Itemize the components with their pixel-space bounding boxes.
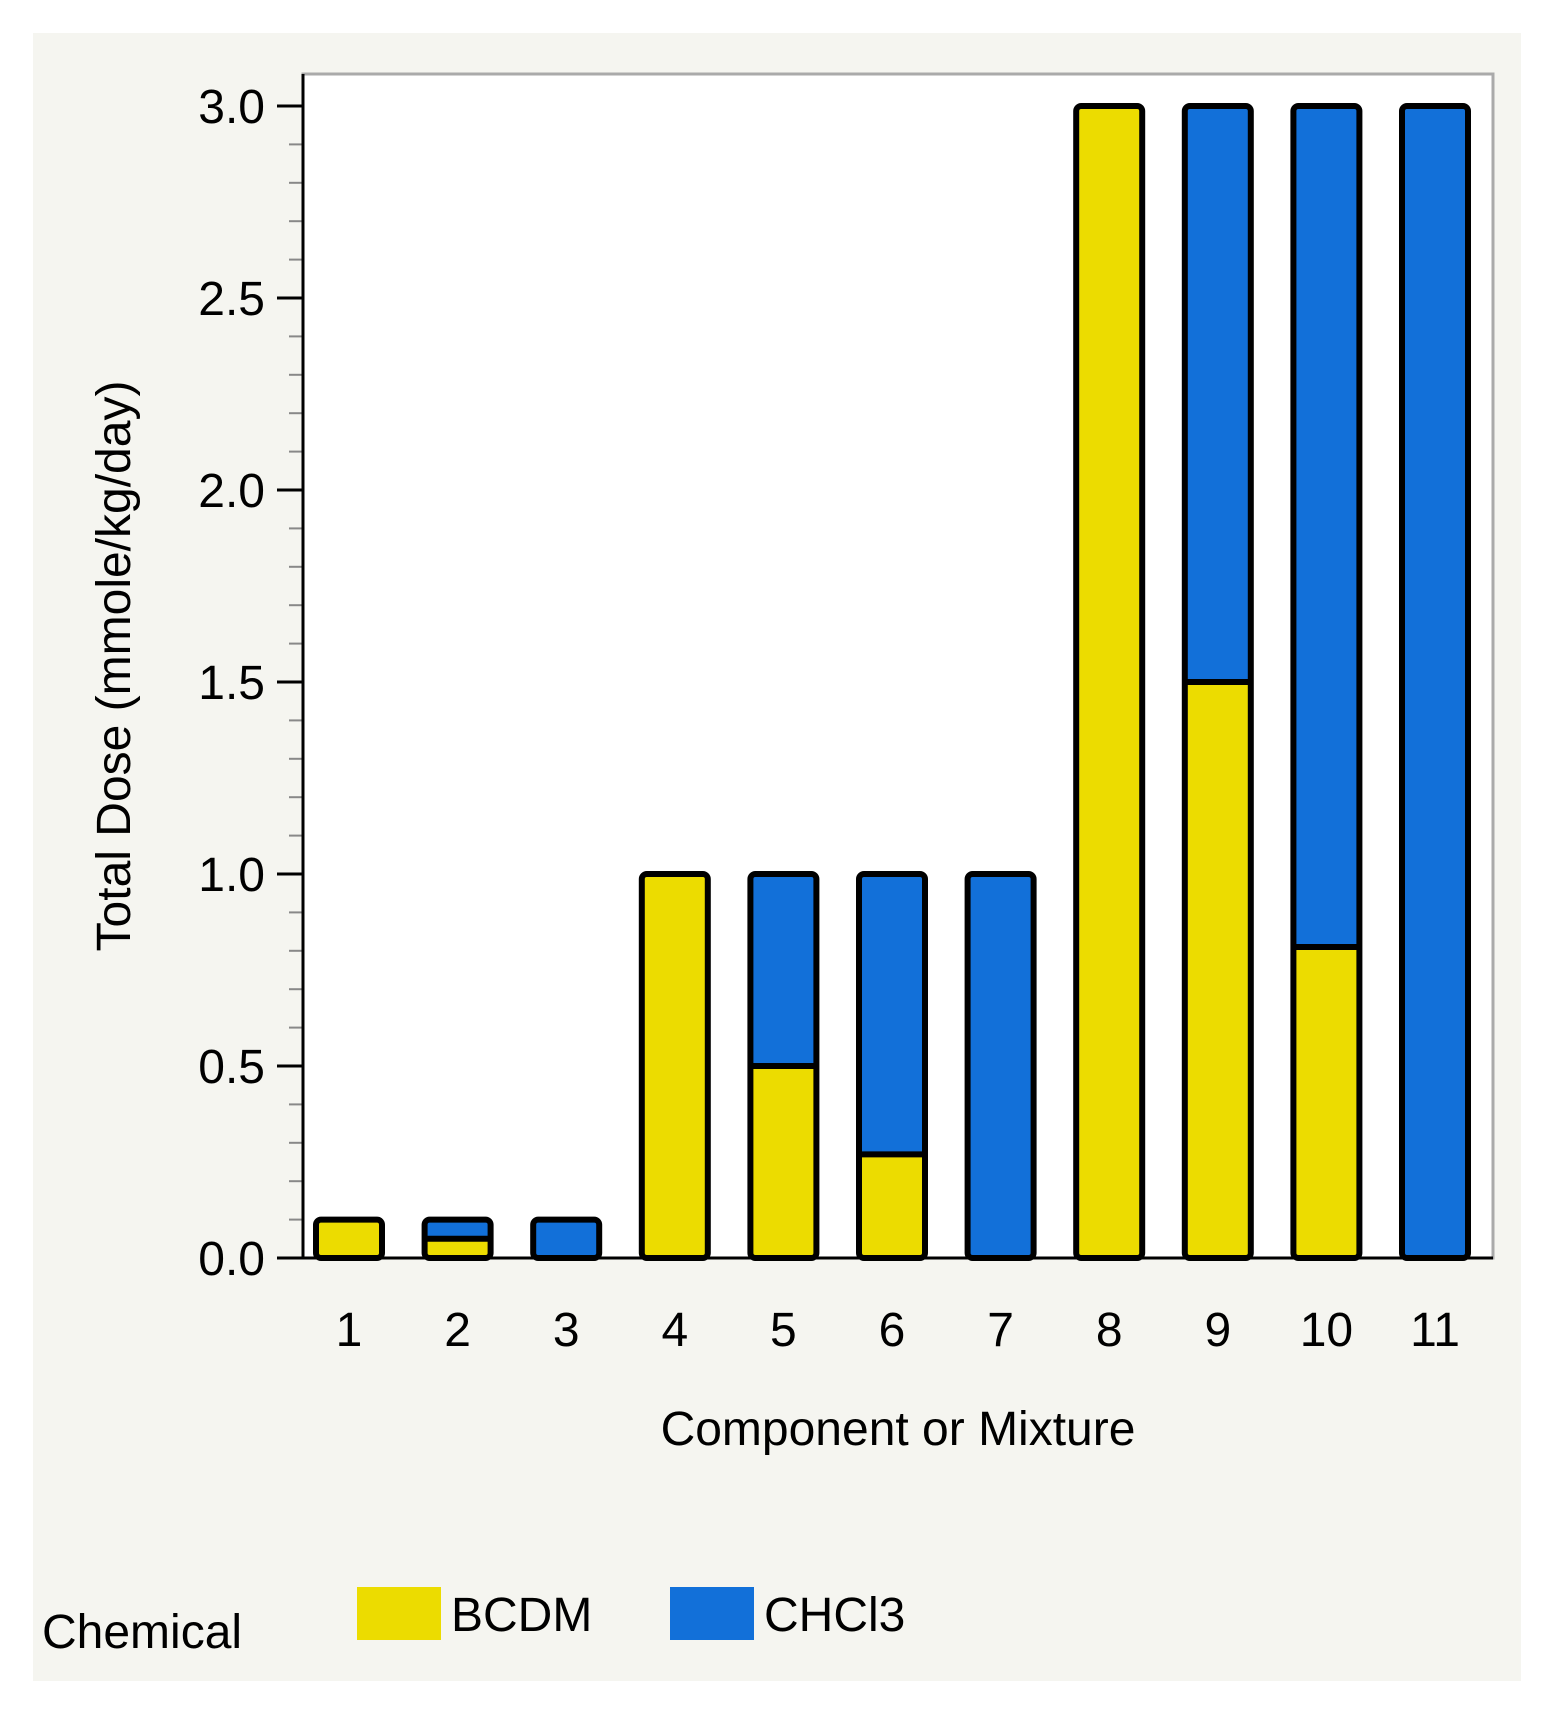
x-tick-label: 11 — [1410, 1304, 1460, 1357]
y-tick-label: 2.5 — [198, 273, 265, 326]
bar-segment-chcl3 — [533, 1219, 600, 1258]
bar-segment-bcdm — [1184, 682, 1251, 1258]
bar-segment-bcdm — [1076, 106, 1143, 1258]
y-tick-label: 2.0 — [198, 465, 265, 518]
y-tick-label: 0.0 — [198, 1233, 265, 1286]
legend-title: Chemical — [42, 1606, 242, 1659]
legend-label-chcl3: CHCl3 — [764, 1589, 905, 1642]
bar-segment-bcdm — [424, 1238, 491, 1258]
bar-segment-bcdm — [1293, 946, 1360, 1258]
y-axis-title: Total Dose (mmole/kg/day) — [88, 381, 141, 952]
x-tick-label: 10 — [1300, 1304, 1353, 1357]
bar-segment-chcl3 — [1402, 106, 1468, 1258]
bar-segment-chcl3 — [859, 874, 925, 1155]
legend-swatch-chcl3 — [670, 1587, 754, 1640]
legend-swatch-bcdm — [357, 1587, 441, 1640]
bar-segment-chcl3 — [750, 874, 817, 1066]
legend: Chemical BCDM CHCl3 — [42, 1587, 905, 1659]
bar-segment-chcl3 — [967, 874, 1034, 1258]
y-tick-label: 1.0 — [198, 849, 265, 902]
bar-segment-bcdm — [316, 1219, 382, 1258]
y-tick-label: 3.0 — [198, 81, 265, 134]
bar-segment-bcdm — [750, 1066, 817, 1258]
x-tick-label: 8 — [1096, 1304, 1123, 1357]
y-axis: 0.0 0.5 1.0 1.5 2.0 2.5 3.0 — [198, 81, 303, 1286]
x-tick-label: 3 — [553, 1304, 580, 1357]
bar-segment-bcdm — [859, 1154, 925, 1258]
x-tick-label: 9 — [1204, 1304, 1231, 1357]
bar-segment-chcl3 — [1293, 106, 1360, 947]
legend-label-bcdm: BCDM — [451, 1589, 592, 1642]
y-tick-label: 0.5 — [198, 1041, 265, 1094]
x-tick-label: 4 — [661, 1304, 688, 1357]
bar-segment-chcl3 — [424, 1219, 491, 1239]
x-tick-label: 7 — [987, 1304, 1014, 1357]
y-tick-label: 1.5 — [198, 657, 265, 710]
bar-segment-bcdm — [641, 874, 708, 1258]
x-axis-title: Component or Mixture — [661, 1403, 1136, 1456]
x-tick-label: 1 — [336, 1304, 363, 1357]
x-tick-label: 5 — [770, 1304, 797, 1357]
x-tick-label: 2 — [444, 1304, 471, 1357]
bar-segment-chcl3 — [1184, 106, 1251, 682]
x-tick-label: 6 — [879, 1304, 906, 1357]
x-axis: 1 2 3 4 5 6 7 8 9 10 11 — [301, 74, 1493, 1357]
